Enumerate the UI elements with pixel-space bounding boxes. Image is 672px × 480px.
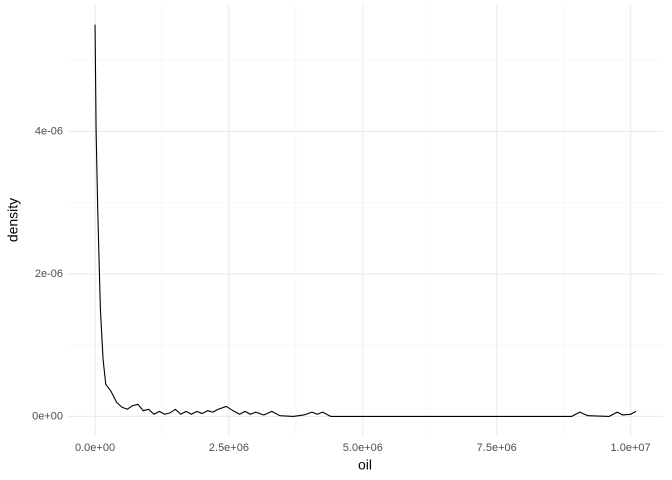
y-tick-label: 4e-06 bbox=[35, 125, 63, 137]
x-tick-label: 2.5e+06 bbox=[209, 442, 249, 454]
x-tick-label: 1.0e+07 bbox=[611, 442, 651, 454]
y-tick-label: 0e+00 bbox=[32, 410, 63, 422]
y-axis-title: density bbox=[5, 198, 21, 242]
x-tick-label: 5.0e+06 bbox=[343, 442, 383, 454]
density-line bbox=[94, 24, 637, 417]
x-tick-label: 7.5e+06 bbox=[477, 442, 517, 454]
x-axis-title: oil bbox=[358, 457, 372, 473]
x-tick-label: 0.0e+00 bbox=[75, 442, 115, 454]
y-tick-label: 2e-06 bbox=[35, 268, 63, 280]
